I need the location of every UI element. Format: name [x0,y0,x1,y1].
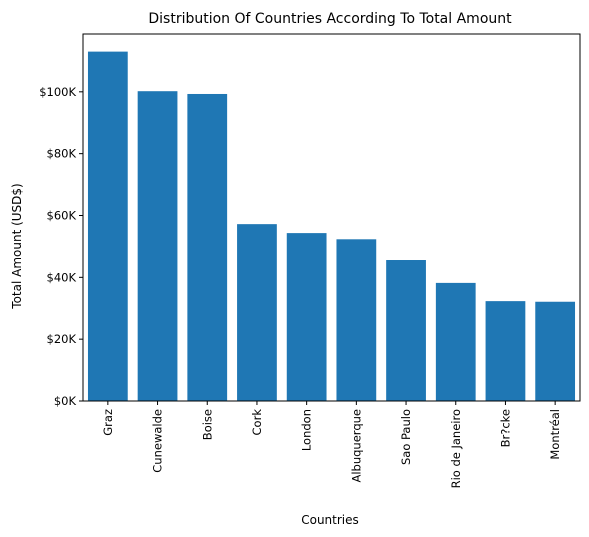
y-tick-label-5: $100K [39,85,76,99]
bar-7 [435,282,476,401]
x-tick-label-3: Cork [250,409,264,436]
bar-2 [187,93,228,401]
x-tick-label-1: Cunewalde [151,409,165,473]
bar-0 [87,51,128,402]
x-tick-label-4: London [300,409,314,451]
plot-frame [82,33,581,402]
bar-5 [336,239,377,401]
y-tick-label-2: $40K [47,270,77,284]
chart-title: Distribution Of Countries According To T… [148,11,512,27]
y-tick-label-3: $60K [47,208,77,222]
x-tick-label-8: Br?cke [498,409,512,447]
bar-3 [237,224,277,401]
x-tick-label-7: Rio de Janeiro [449,409,463,488]
y-tick-label-4: $80K [47,147,77,161]
y-axis-label: Total Amount (USD$) [10,183,24,309]
bar-8 [485,301,526,401]
x-axis-ticks: Graz Cunewalde Boise Cork London Albuquerque S… [101,401,562,488]
x-tick-label-6: Sao Paulo [399,409,413,465]
x-tick-label-9: Montréal [548,409,562,460]
y-tick-label-0: $0K [54,394,77,408]
bar-1 [137,91,178,401]
x-axis-label: Countries [301,513,359,527]
bar-4 [286,233,327,401]
y-tick-label-1: $20K [47,332,77,346]
x-tick-label-5: Albuquerque [349,409,363,483]
y-axis-ticks: $0K $20K $40K $60K $80K $100K [39,85,83,408]
bar-series [87,51,576,402]
x-tick-label-2: Boise [200,409,214,440]
bar-9 [535,301,576,401]
x-tick-label-0: Graz [101,409,115,436]
bar-6 [386,260,426,401]
